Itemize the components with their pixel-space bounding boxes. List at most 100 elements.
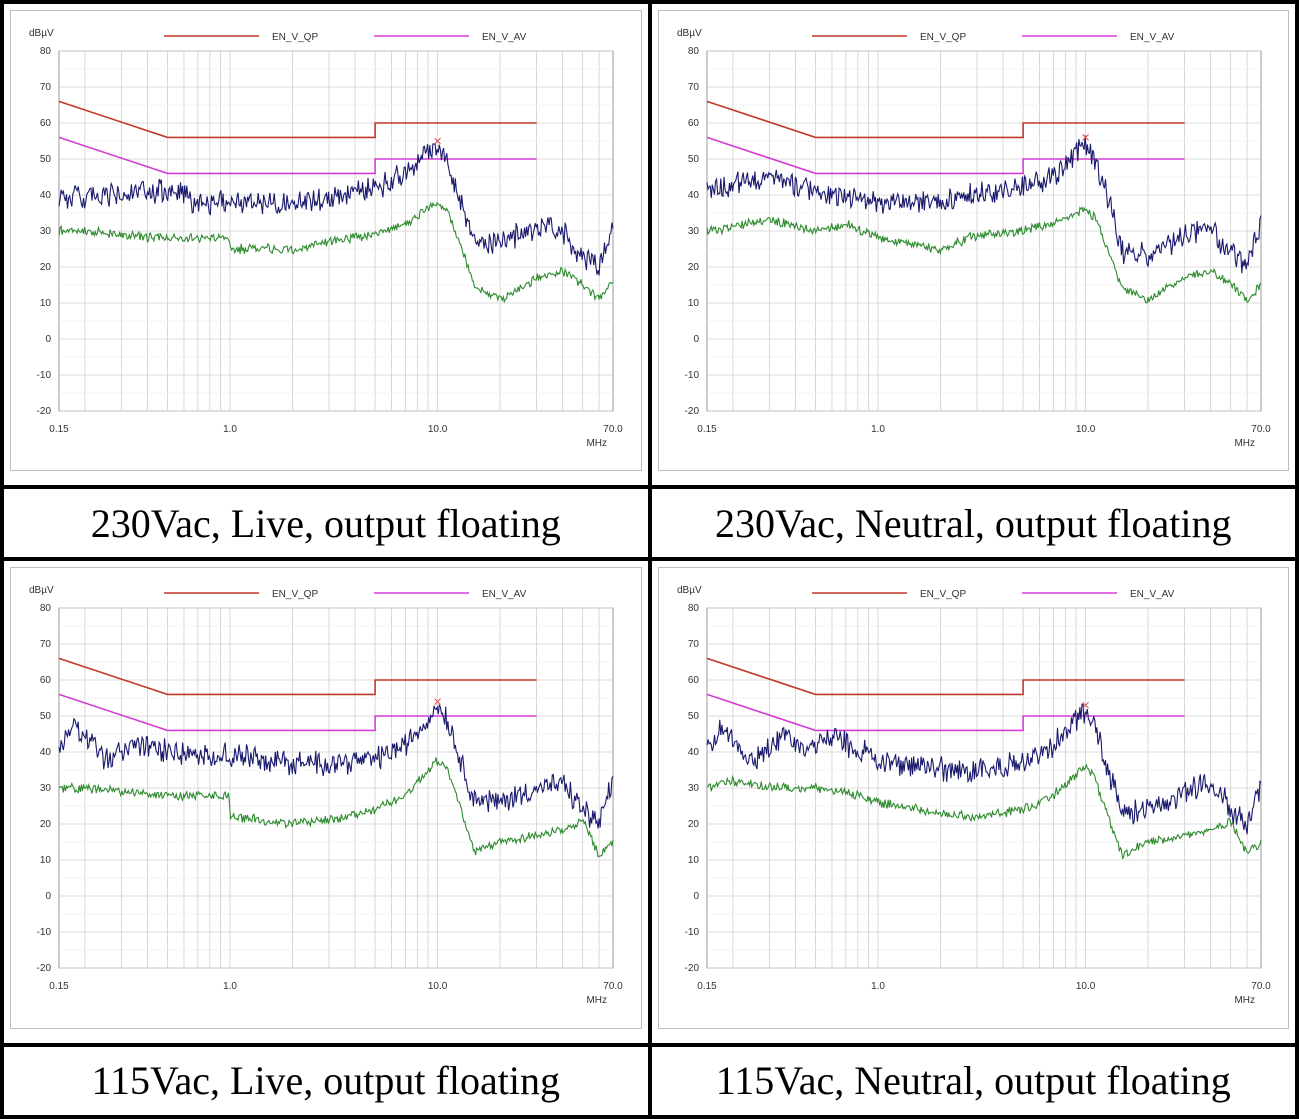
y-tick-label: 10 (687, 855, 699, 866)
caption-230v-live: 230Vac, Live, output floating (90, 500, 561, 546)
av-limit-line (706, 694, 1185, 732)
caption-cell-3: 115Vac, Live, output floating (0, 1042, 652, 1119)
peak-marker (1081, 134, 1089, 141)
y-tick-label: -20 (37, 406, 52, 417)
y-tick-label: 40 (40, 190, 52, 201)
x-tick-label: 10.0 (428, 424, 448, 435)
y-tick-label: -20 (37, 963, 52, 974)
y-tick-label: -10 (684, 370, 699, 381)
qp-limit-line (58, 100, 537, 139)
y-tick-label: -10 (37, 370, 52, 381)
qp-limit-line (58, 658, 537, 696)
y-tick-label: 50 (40, 711, 52, 722)
y-tick-label: 50 (687, 711, 699, 722)
chart-cell-2: 80 70 60 50 40 30 20 10 0 -10 -20 dBµV 0.15 1.0 10.0 70… (647, 0, 1299, 490)
x-tick-label: 0.15 (49, 981, 69, 992)
chart-frame-3: 80 70 60 50 40 30 20 10 0 -10 -20 dBµV 0.15 1.0 10.0 70… (10, 567, 642, 1029)
x-tick-label: 70.0 (603, 424, 623, 435)
chart-cell-3: 80 70 60 50 40 30 20 10 0 -10 -20 dBµV 0.15 1.0 10.0 70… (0, 557, 652, 1047)
y-axis-label: dBµV (677, 585, 702, 596)
y-tick-label: 0 (693, 891, 699, 902)
emi-chart-115v-neutral: 80 70 60 50 40 30 20 10 0 -10 -20 dBµV 0.15 1.0 10.0 70… (677, 585, 1271, 1006)
x-tick-label: 70.0 (1251, 424, 1271, 435)
y-tick-label: 30 (687, 783, 699, 794)
y-tick-label: 80 (40, 603, 52, 614)
x-tick-label: 70.0 (1251, 981, 1271, 992)
emi-chart-115v-live: 80 70 60 50 40 30 20 10 0 -10 -20 dBµV 0.15 1.0 10.0 70… (29, 585, 623, 1006)
y-tick-label: -10 (684, 927, 699, 938)
x-tick-label: 0.15 (697, 981, 717, 992)
y-tick-label: 0 (45, 891, 51, 902)
legend-label: EN_V_AV (1130, 589, 1175, 600)
emi-chart-230v-neutral: 80 70 60 50 40 30 20 10 0 -10 -20 dBµV 0.15 1.0 10.0 70… (677, 28, 1271, 449)
peak-marker (434, 698, 441, 706)
y-tick-label: 70 (687, 639, 699, 650)
x-tick-label: 1.0 (223, 424, 237, 435)
y-tick-label: 70 (687, 82, 699, 93)
qp-measurement-trace (705, 135, 1262, 274)
av-measurement-trace (705, 206, 1261, 304)
legend-label: EN_V_AV (1130, 32, 1175, 43)
y-tick-label: 60 (40, 675, 52, 686)
caption-cell-1: 230Vac, Live, output floating (0, 485, 652, 562)
qp-limit-line (706, 100, 1185, 139)
qp-limit-line (706, 658, 1185, 696)
y-tick-label: 10 (40, 855, 52, 866)
chart-cell-1: 80 70 60 50 40 30 20 10 0 -10 -20 dBµV 0.15 1.0 10.0 70… (0, 0, 652, 490)
av-limit-line (58, 694, 537, 732)
chart-frame-4: 80 70 60 50 40 30 20 10 0 -10 -20 dBµV 0.15 1.0 10.0 70… (657, 567, 1289, 1029)
chart-cell-4: 80 70 60 50 40 30 20 10 0 -10 -20 dBµV 0.15 1.0 10.0 70… (647, 557, 1299, 1047)
qp-measurement-trace (58, 142, 614, 276)
x-tick-label: 1.0 (871, 981, 885, 992)
y-tick-label: 80 (40, 46, 52, 57)
qp-measurement-trace (705, 703, 1261, 835)
y-tick-label: 40 (687, 747, 699, 758)
y-tick-label: 20 (687, 262, 699, 273)
y-tick-label: 50 (687, 154, 699, 165)
av-measurement-trace (58, 757, 614, 859)
y-tick-label: 30 (687, 226, 699, 237)
legend-label: EN_V_QP (920, 589, 966, 600)
legend-label: EN_V_QP (920, 32, 966, 43)
legend-label: EN_V_AV (482, 589, 527, 600)
av-limit-line (58, 136, 537, 175)
y-tick-label: 20 (40, 262, 52, 273)
x-axis-label: MHz (586, 995, 607, 1006)
caption-115v-neutral: 115Vac, Neutral, output floating (715, 1058, 1231, 1104)
y-tick-label: 80 (687, 46, 699, 57)
y-tick-label: -20 (684, 963, 699, 974)
y-tick-label: 30 (40, 226, 52, 237)
y-tick-label: 60 (687, 675, 699, 686)
y-tick-label: 0 (693, 334, 699, 345)
y-tick-label: 10 (687, 298, 699, 309)
y-tick-label: -20 (684, 406, 699, 417)
x-tick-label: 10.0 (428, 981, 448, 992)
y-tick-label: 70 (40, 82, 52, 93)
peak-marker (1081, 702, 1089, 710)
y-tick-label: 20 (687, 819, 699, 830)
y-tick-label: 60 (40, 118, 52, 129)
y-tick-label: 40 (687, 190, 699, 201)
emi-chart-230v-live: 80 70 60 50 40 30 20 10 0 -10 -20 dBµV 0.15 1.0 10.0 70… (29, 28, 623, 449)
caption-cell-2: 230Vac, Neutral, output floating (647, 485, 1299, 562)
y-axis-label: dBµV (677, 28, 702, 39)
y-tick-label: 70 (40, 639, 52, 650)
y-tick-label: 30 (40, 783, 52, 794)
caption-230v-neutral: 230Vac, Neutral, output floating (714, 500, 1232, 546)
x-tick-label: 1.0 (223, 981, 237, 992)
x-tick-label: 1.0 (871, 424, 885, 435)
y-tick-label: 80 (687, 603, 699, 614)
y-tick-label: 50 (40, 154, 52, 165)
y-tick-label: 0 (45, 334, 51, 345)
y-axis-label: dBµV (29, 585, 54, 596)
chart-frame-1: 80 70 60 50 40 30 20 10 0 -10 -20 dBµV 0.15 1.0 10.0 70… (10, 10, 642, 472)
av-measurement-trace (58, 201, 614, 304)
legend-label: EN_V_QP (272, 589, 318, 600)
chart-frame-2: 80 70 60 50 40 30 20 10 0 -10 -20 dBµV 0.15 1.0 10.0 70… (657, 10, 1289, 472)
y-axis-label: dBµV (29, 28, 54, 39)
x-tick-label: 10.0 (1075, 424, 1095, 435)
x-axis-label: MHz (1234, 438, 1255, 449)
av-limit-line (706, 136, 1185, 175)
x-axis-label: MHz (586, 438, 607, 449)
y-tick-label: 20 (40, 819, 52, 830)
